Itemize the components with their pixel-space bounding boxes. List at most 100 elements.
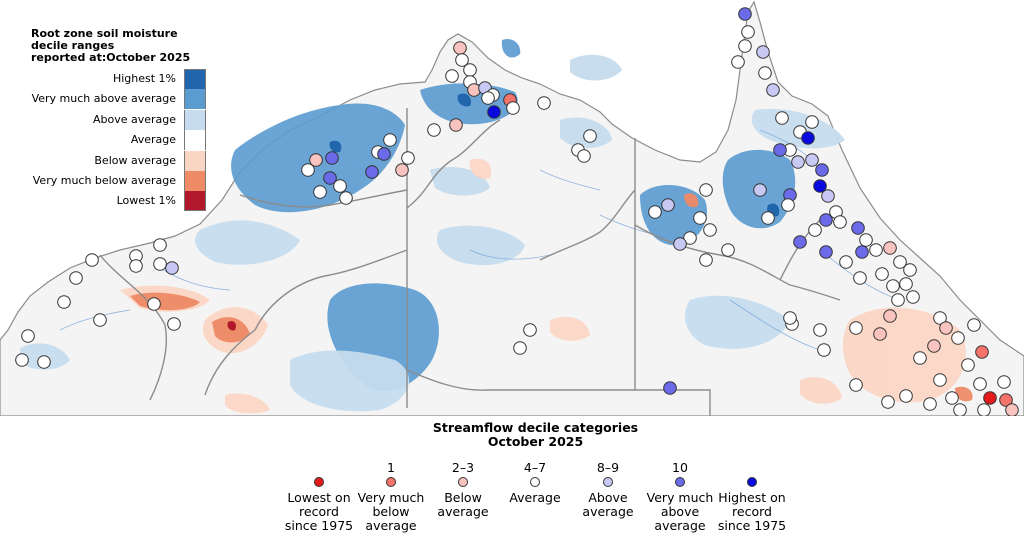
streamflow-gauge-marker	[805, 115, 819, 129]
streamflow-gauge-marker	[325, 151, 339, 165]
streamflow-gauge-marker	[997, 375, 1011, 389]
streamflow-gauge-marker	[781, 198, 795, 212]
streamflow-gauge-marker	[513, 341, 527, 355]
legend-label: Very much above average	[635, 491, 725, 533]
streamflow-gauge-marker	[663, 381, 677, 395]
legend-rank: 10	[672, 460, 688, 475]
streamflow-gauge-marker	[537, 96, 551, 110]
streamflow-gauge-marker	[899, 389, 913, 403]
legend-label: Average	[490, 491, 580, 505]
streamflow-gauge-marker	[467, 83, 481, 97]
streamflow-legend-title: Streamflow decile categories October 202…	[0, 421, 1024, 449]
streamflow-gauge-marker	[783, 311, 797, 325]
streamflow-legend-above: 8–9 Above average	[563, 460, 653, 519]
legend-label-line: record	[299, 504, 339, 519]
streamflow-gauge-marker	[301, 163, 315, 177]
streamflow-gauge-marker	[775, 111, 789, 125]
legend-dot	[603, 477, 613, 487]
streamflow-gauge-marker	[883, 241, 897, 255]
streamflow-gauge-marker	[967, 318, 981, 332]
streamflow-gauge-marker	[738, 39, 752, 53]
streamflow-gauge-marker	[899, 277, 913, 291]
streamflow-gauge-marker	[953, 403, 967, 416]
streamflow-gauge-marker	[93, 313, 107, 327]
streamflow-gauge-marker	[401, 151, 415, 165]
streamflow-gauge-marker	[85, 253, 99, 267]
streamflow-gauge-marker	[37, 355, 51, 369]
legend-label: Highest 1%	[112, 72, 176, 85]
legend-dot	[747, 477, 757, 487]
legend-row-highest: Highest 1%	[30, 69, 210, 89]
streamflow-gauge-marker	[323, 171, 337, 185]
legend-label-line: Above	[588, 490, 628, 505]
streamflow-gauge-marker	[851, 221, 865, 235]
legend-title-line: Root zone soil moisture	[31, 27, 178, 40]
legend-dot	[530, 477, 540, 487]
legend-swatch	[184, 89, 206, 110]
legend-label-line: since 1975	[284, 518, 354, 533]
streamflow-gauge-marker	[983, 391, 997, 405]
streamflow-legend-very-much-below: 1 Very much below average	[346, 460, 436, 533]
legend-dot	[458, 477, 468, 487]
streamflow-gauge-marker	[891, 293, 905, 307]
legend-title-line: reported at:October 2025	[31, 51, 191, 64]
streamflow-gauge-marker	[313, 185, 327, 199]
streamflow-gauge-marker	[833, 215, 847, 229]
streamflow-gauge-marker	[756, 45, 770, 59]
soil-moisture-legend-rows: Highest 1% Very much above average Above…	[30, 69, 210, 212]
streamflow-gauge-marker	[69, 271, 83, 285]
legend-label: Very much below average	[346, 491, 436, 533]
legend-title-line: Streamflow decile categories	[432, 420, 639, 435]
streamflow-legend-very-much-above: 10 Very much above average	[635, 460, 725, 533]
streamflow-gauge-marker	[129, 259, 143, 273]
streamflow-gauge-marker	[849, 378, 863, 392]
legend-label-line: Average	[509, 490, 561, 505]
legend-label: Very much below average	[32, 173, 176, 187]
legend-title-line: decile ranges	[31, 39, 115, 52]
streamflow-gauge-marker	[427, 123, 441, 137]
legend-swatch	[184, 109, 206, 130]
streamflow-gauge-marker	[873, 327, 887, 341]
legend-label: Very much above average	[31, 92, 176, 106]
legend-row-below: Below average	[30, 150, 210, 171]
streamflow-gauge-marker	[15, 353, 29, 367]
streamflow-gauge-marker	[57, 295, 71, 309]
legend-label-line: since 1975	[717, 518, 787, 533]
streamflow-gauge-marker	[961, 358, 975, 372]
streamflow-gauge-marker	[773, 143, 787, 157]
soil-above-areas	[20, 54, 845, 412]
streamflow-gauge-marker	[869, 243, 883, 257]
legend-label-line: Highest on	[718, 490, 786, 505]
legend-label-line: average	[365, 518, 417, 533]
streamflow-gauge-marker	[883, 309, 897, 323]
streamflow-gauge-marker	[333, 179, 347, 193]
streamflow-gauge-marker	[923, 397, 937, 411]
legend-label: Above average	[92, 112, 176, 126]
legend-label-line: average	[437, 504, 489, 519]
streamflow-gauges	[15, 7, 1019, 416]
streamflow-gauge-marker	[903, 263, 917, 277]
streamflow-gauge-marker	[855, 245, 869, 259]
streamflow-gauge-marker	[449, 118, 463, 132]
streamflow-gauge-marker	[703, 223, 717, 237]
legend-row-very-much-below: Very much below average	[30, 170, 210, 191]
legend-swatch	[184, 69, 206, 89]
streamflow-gauge-marker	[913, 351, 927, 365]
streamflow-gauge-marker	[21, 329, 35, 343]
streamflow-gauge-marker	[793, 235, 807, 249]
streamflow-gauge-marker	[933, 373, 947, 387]
legend-dot	[314, 477, 324, 487]
streamflow-gauge-marker	[791, 155, 805, 169]
streamflow-gauge-marker	[839, 255, 853, 269]
streamflow-legend-lowest-on-record: Lowest on record since 1975	[274, 460, 364, 533]
streamflow-gauge-marker	[766, 83, 780, 97]
streamflow-gauge-marker	[661, 198, 675, 212]
streamflow-gauge-marker	[813, 323, 827, 337]
streamflow-gauge-marker	[933, 311, 947, 325]
streamflow-gauge-marker	[999, 393, 1013, 407]
map-svg	[0, 0, 1024, 416]
legend-label-line: record	[732, 504, 772, 519]
streamflow-gauge-marker	[973, 377, 987, 391]
streamflow-gauge-marker	[738, 7, 752, 21]
legend-label-line: Very much	[357, 490, 425, 505]
